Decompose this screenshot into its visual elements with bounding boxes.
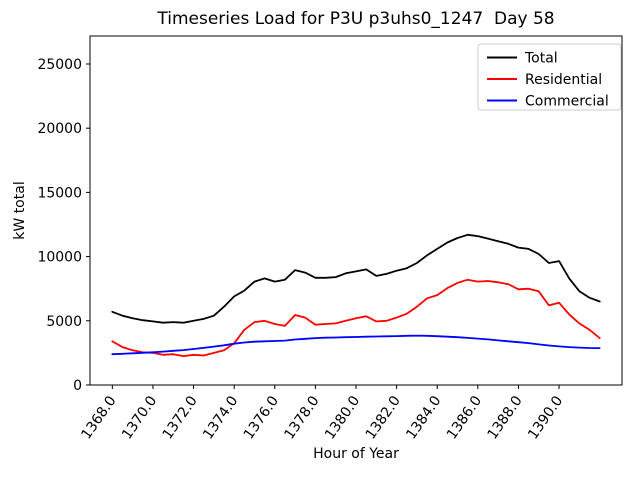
y-tick-label: 25000 <box>37 57 82 73</box>
x-tick-label: 1388.0 <box>485 393 526 442</box>
x-tick-label: 1376.0 <box>241 393 282 442</box>
y-tick-label: 20000 <box>37 121 82 137</box>
x-tick-label: 1374.0 <box>200 393 241 442</box>
y-tick-label: 10000 <box>37 250 82 266</box>
x-tick-label: 1378.0 <box>281 393 322 442</box>
x-tick-label: 1370.0 <box>119 393 160 442</box>
series-line-residential <box>111 278 601 358</box>
x-tick-label: 1384.0 <box>403 393 444 442</box>
x-tick-label: 1390.0 <box>525 393 566 442</box>
y-tick-label: 15000 <box>37 185 82 201</box>
x-axis-label: Hour of Year <box>313 446 399 462</box>
x-tick-label: 1386.0 <box>444 393 485 442</box>
series-line-total <box>111 233 601 324</box>
legend-label-residential: Residential <box>525 72 602 88</box>
x-tick-label: 1372.0 <box>160 393 201 442</box>
x-tick-label: 1382.0 <box>363 393 404 442</box>
series-line-commercial <box>111 334 601 356</box>
chart-title: Timeseries Load for P3U p3uhs0_1247 Day … <box>156 9 554 29</box>
legend-label-total: Total <box>524 51 558 67</box>
y-tick-label: 0 <box>73 378 82 394</box>
y-tick-label: 5000 <box>46 314 82 330</box>
legend-label-commercial: Commercial <box>525 94 609 110</box>
y-axis-label: kW total <box>12 181 28 239</box>
x-tick-label: 1380.0 <box>322 393 363 442</box>
x-tick-label: 1368.0 <box>78 393 119 442</box>
legend-box <box>477 43 622 111</box>
